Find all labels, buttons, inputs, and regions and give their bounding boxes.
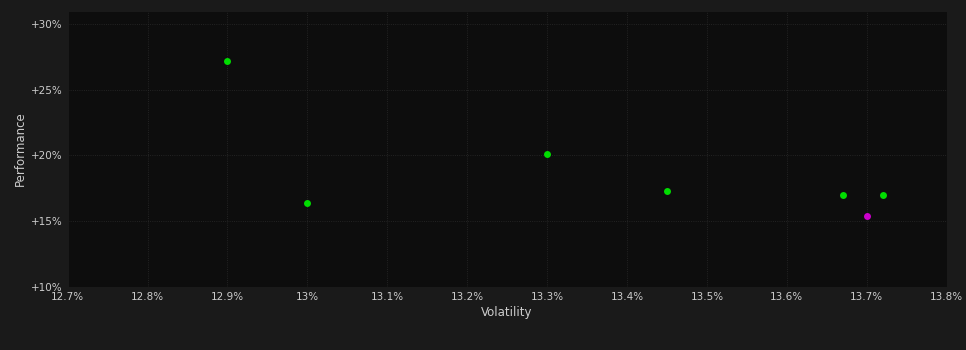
X-axis label: Volatility: Volatility xyxy=(481,306,533,319)
Point xyxy=(219,58,235,63)
Y-axis label: Performance: Performance xyxy=(14,111,27,186)
Point xyxy=(299,200,315,205)
Point xyxy=(875,192,891,198)
Point xyxy=(859,213,874,219)
Point xyxy=(659,188,674,194)
Point xyxy=(539,151,554,157)
Point xyxy=(835,192,850,198)
